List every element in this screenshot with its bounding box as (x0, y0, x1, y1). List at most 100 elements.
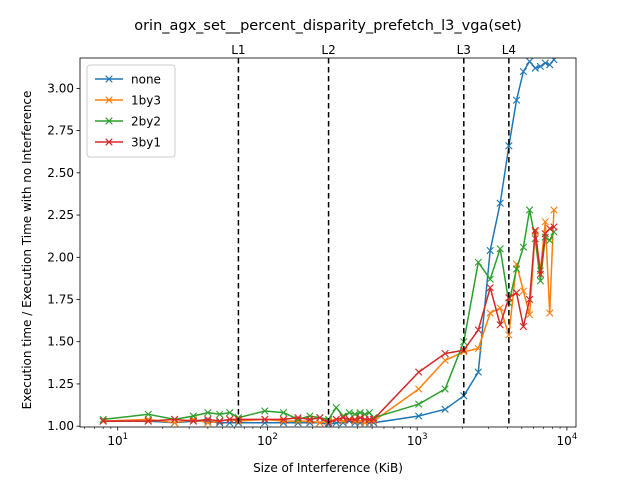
y-tick-label: 2.00 (47, 250, 74, 264)
y-tick-label: 2.50 (47, 166, 74, 180)
data-point-3by1 (369, 415, 378, 424)
data-point-2by2 (226, 408, 234, 417)
x-tick-label: 104 (557, 432, 578, 448)
data-point-2by2 (415, 400, 423, 408)
data-point-2by2 (365, 408, 374, 417)
data-point-none (204, 417, 212, 425)
data-point-1by3 (519, 287, 528, 295)
y-tick-label: 3.00 (47, 81, 74, 95)
y-tick-label: 2.75 (47, 124, 74, 138)
y-tick-label: 2.25 (47, 208, 74, 222)
data-point-2by2 (294, 415, 302, 424)
x-tick-base: 10 (107, 434, 122, 448)
data-point-3by1 (99, 417, 107, 425)
data-point-none (546, 61, 554, 69)
plot-area: 101 102 103 1041.001.251.501.752.002.252.50… (47, 43, 577, 448)
data-point-2by2 (306, 412, 314, 420)
data-point-1by3 (204, 419, 212, 427)
data-point-none (496, 199, 504, 207)
data-point-none (261, 419, 269, 427)
data-point-2by2 (486, 275, 494, 283)
data-point-3by1 (279, 415, 288, 424)
data-point-3by1 (204, 415, 212, 424)
cache-label-l2: L2 (321, 43, 335, 57)
data-point-1by3 (550, 206, 558, 214)
data-point-2by2 (474, 258, 482, 267)
data-point-3by1 (216, 417, 224, 425)
x-tick-label: 102 (257, 432, 278, 448)
data-point-3by1 (144, 417, 152, 425)
legend-marker-none (105, 75, 113, 83)
data-point-2by2 (279, 408, 288, 417)
data-point-3by1 (316, 414, 324, 422)
cache-label-l1: L1 (231, 43, 245, 57)
x-tick-base: 10 (557, 434, 572, 448)
data-point-2by2 (441, 385, 449, 393)
data-point-3by1 (525, 295, 534, 304)
data-point-3by1 (356, 414, 364, 422)
data-point-1by3 (170, 419, 179, 427)
legend-marker-2by2 (105, 117, 113, 125)
data-point-none (536, 62, 545, 71)
data-point-3by1 (546, 224, 554, 233)
legend-label-1by3: 1by3 (131, 94, 161, 108)
x-tick-exponent: 2 (272, 432, 277, 442)
legend-label-none: none (131, 73, 161, 87)
data-point-3by1 (170, 415, 179, 424)
data-point-3by1 (261, 415, 269, 424)
x-tick-base: 10 (407, 434, 422, 448)
x-tick-label: 103 (407, 432, 428, 448)
data-point-2by2 (496, 245, 504, 253)
data-point-3by1 (519, 322, 528, 331)
data-point-3by1 (474, 326, 482, 334)
legend-marker-3by1 (105, 138, 113, 146)
axes-frame (79, 57, 577, 428)
chart-title: orin_agx_set__percent_disparity_prefetch… (134, 18, 522, 34)
data-point-1by3 (415, 385, 423, 393)
data-point-1by3 (496, 304, 504, 312)
cache-label-l4: L4 (502, 43, 516, 57)
data-point-2by2 (519, 243, 528, 251)
data-point-none (550, 58, 558, 64)
data-point-2by2 (525, 206, 534, 214)
data-point-2by2 (512, 265, 521, 273)
data-point-1by3 (460, 348, 468, 356)
data-point-3by1 (415, 368, 423, 376)
data-point-3by1 (306, 415, 314, 424)
y-tick-label: 1.25 (47, 377, 74, 391)
legend: none 1by3 2by2 3by1 (86, 64, 176, 158)
data-point-3by1 (294, 414, 302, 422)
y-tick-label: 1.75 (47, 292, 74, 306)
data-point-none (505, 142, 513, 150)
data-point-3by1 (512, 289, 521, 297)
x-tick-exponent: 1 (123, 432, 128, 442)
x-tick-label: 101 (107, 432, 128, 448)
data-point-none (441, 405, 449, 413)
data-point-3by1 (345, 415, 353, 424)
data-point-3by1 (189, 417, 198, 425)
data-point-none (525, 58, 534, 66)
data-point-2by2 (345, 408, 353, 417)
data-point-1by3 (505, 331, 513, 339)
data-point-1by3 (546, 309, 554, 317)
data-point-none (512, 96, 521, 104)
data-point-none (531, 64, 539, 72)
data-point-3by1 (496, 321, 504, 329)
data-point-2by2 (144, 410, 152, 419)
data-point-3by1 (531, 226, 539, 234)
data-point-none (486, 246, 494, 255)
data-point-3by1 (226, 415, 234, 424)
data-point-none (474, 368, 482, 376)
legend-label-3by1: 3by1 (131, 136, 161, 150)
data-point-1by3 (441, 356, 449, 364)
data-point-3by1 (332, 415, 340, 424)
data-point-2by2 (204, 408, 212, 417)
data-point-none (541, 59, 549, 67)
legend-marker-1by3 (105, 96, 113, 104)
data-point-2by2 (546, 236, 554, 245)
data-point-3by1 (536, 270, 545, 278)
y-axis-label: Execution time / Execution Time with no … (20, 91, 34, 410)
legend-box (86, 64, 176, 158)
data-point-2by2 (216, 410, 224, 419)
